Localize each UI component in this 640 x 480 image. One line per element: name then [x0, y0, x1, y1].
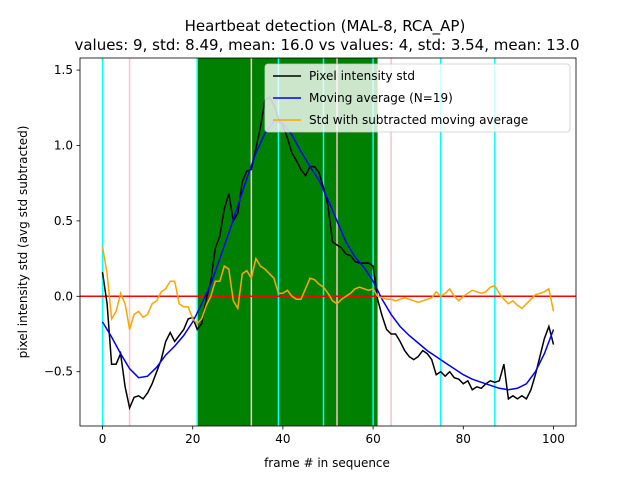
legend-label: Pixel intensity std: [309, 69, 415, 83]
y-tick-label: −0.5: [44, 365, 73, 379]
x-tick-label: 40: [275, 432, 290, 446]
y-tick-label: 0.5: [54, 214, 73, 228]
chart-subtitle: values: 9, std: 8.49, mean: 16.0 vs valu…: [74, 36, 579, 54]
axes-frame: [79, 57, 577, 427]
x-tick-label: 60: [365, 432, 380, 446]
series-line-0: [101, 96, 555, 411]
x-tick-label: 100: [542, 432, 565, 446]
x-tick-label: 80: [456, 432, 471, 446]
legend-label: Moving average (N=19): [309, 91, 453, 105]
tick-labels: 0 20 40 60 80 100 −0.5 0.0 0.5 1.0 1.5: [44, 63, 565, 446]
legend-box: [264, 63, 571, 133]
x-tick-label: 0: [99, 432, 107, 446]
y-tick-label: 0.0: [54, 289, 73, 303]
legend: Pixel intensity std Moving average (N=19)…: [264, 63, 571, 133]
y-tick-label: 1.5: [54, 63, 73, 77]
x-tick-label: 20: [185, 432, 200, 446]
series-line-1: [101, 120, 555, 391]
legend-label: Std with subtracted moving average: [309, 113, 528, 127]
x-axis-label: frame # in sequence: [264, 456, 390, 470]
y-axis-label: pixel intensity std (avg std subtracted): [16, 126, 30, 359]
chart-title: Heartbeat detection (MAL-8, RCA_AP): [185, 17, 466, 36]
series-line-2: [101, 246, 555, 330]
y-tick-label: 1.0: [54, 138, 73, 152]
